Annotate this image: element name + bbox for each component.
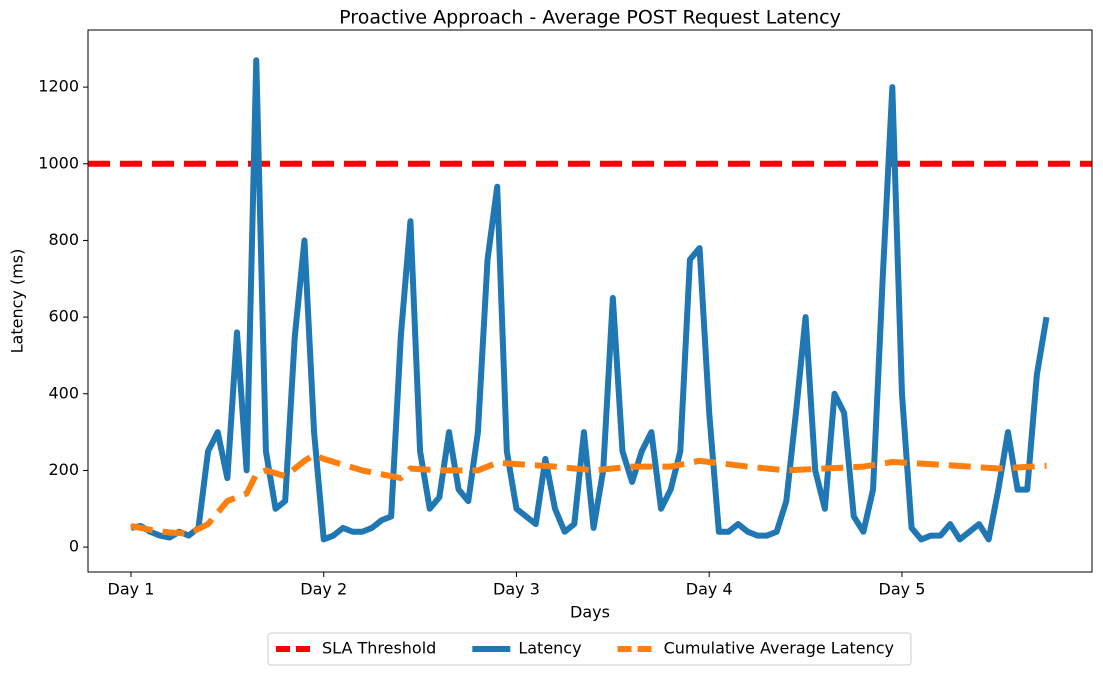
y-tick-label: 1200 — [38, 77, 79, 96]
x-tick-label: Day 5 — [879, 580, 926, 599]
y-axis-label: Latency (ms) — [8, 249, 27, 354]
line-series — [130, 57, 1050, 543]
x-tick-label: Day 3 — [493, 580, 540, 599]
chart-title: Proactive Approach - Average POST Reques… — [339, 7, 841, 29]
y-tick-label: 0 — [69, 537, 79, 556]
y-tick-label: 400 — [48, 383, 79, 402]
y-tick-label: 600 — [48, 307, 79, 326]
y-tick-label: 800 — [48, 230, 79, 249]
x-tick-label: Day 1 — [108, 580, 155, 599]
legend-label: Latency — [518, 639, 581, 658]
y-tick-label: 200 — [48, 460, 79, 479]
legend-label: Cumulative Average Latency — [664, 639, 894, 658]
line-series — [130, 452, 1047, 537]
x-axis-label: Days — [570, 603, 610, 622]
x-tick-label: Day 2 — [300, 580, 347, 599]
legend-box — [267, 632, 912, 666]
x-tick-label: Day 4 — [686, 580, 733, 599]
y-tick-label: 1000 — [38, 153, 79, 172]
legend-label: SLA Threshold — [322, 639, 436, 658]
plot-frame — [87, 29, 1093, 573]
